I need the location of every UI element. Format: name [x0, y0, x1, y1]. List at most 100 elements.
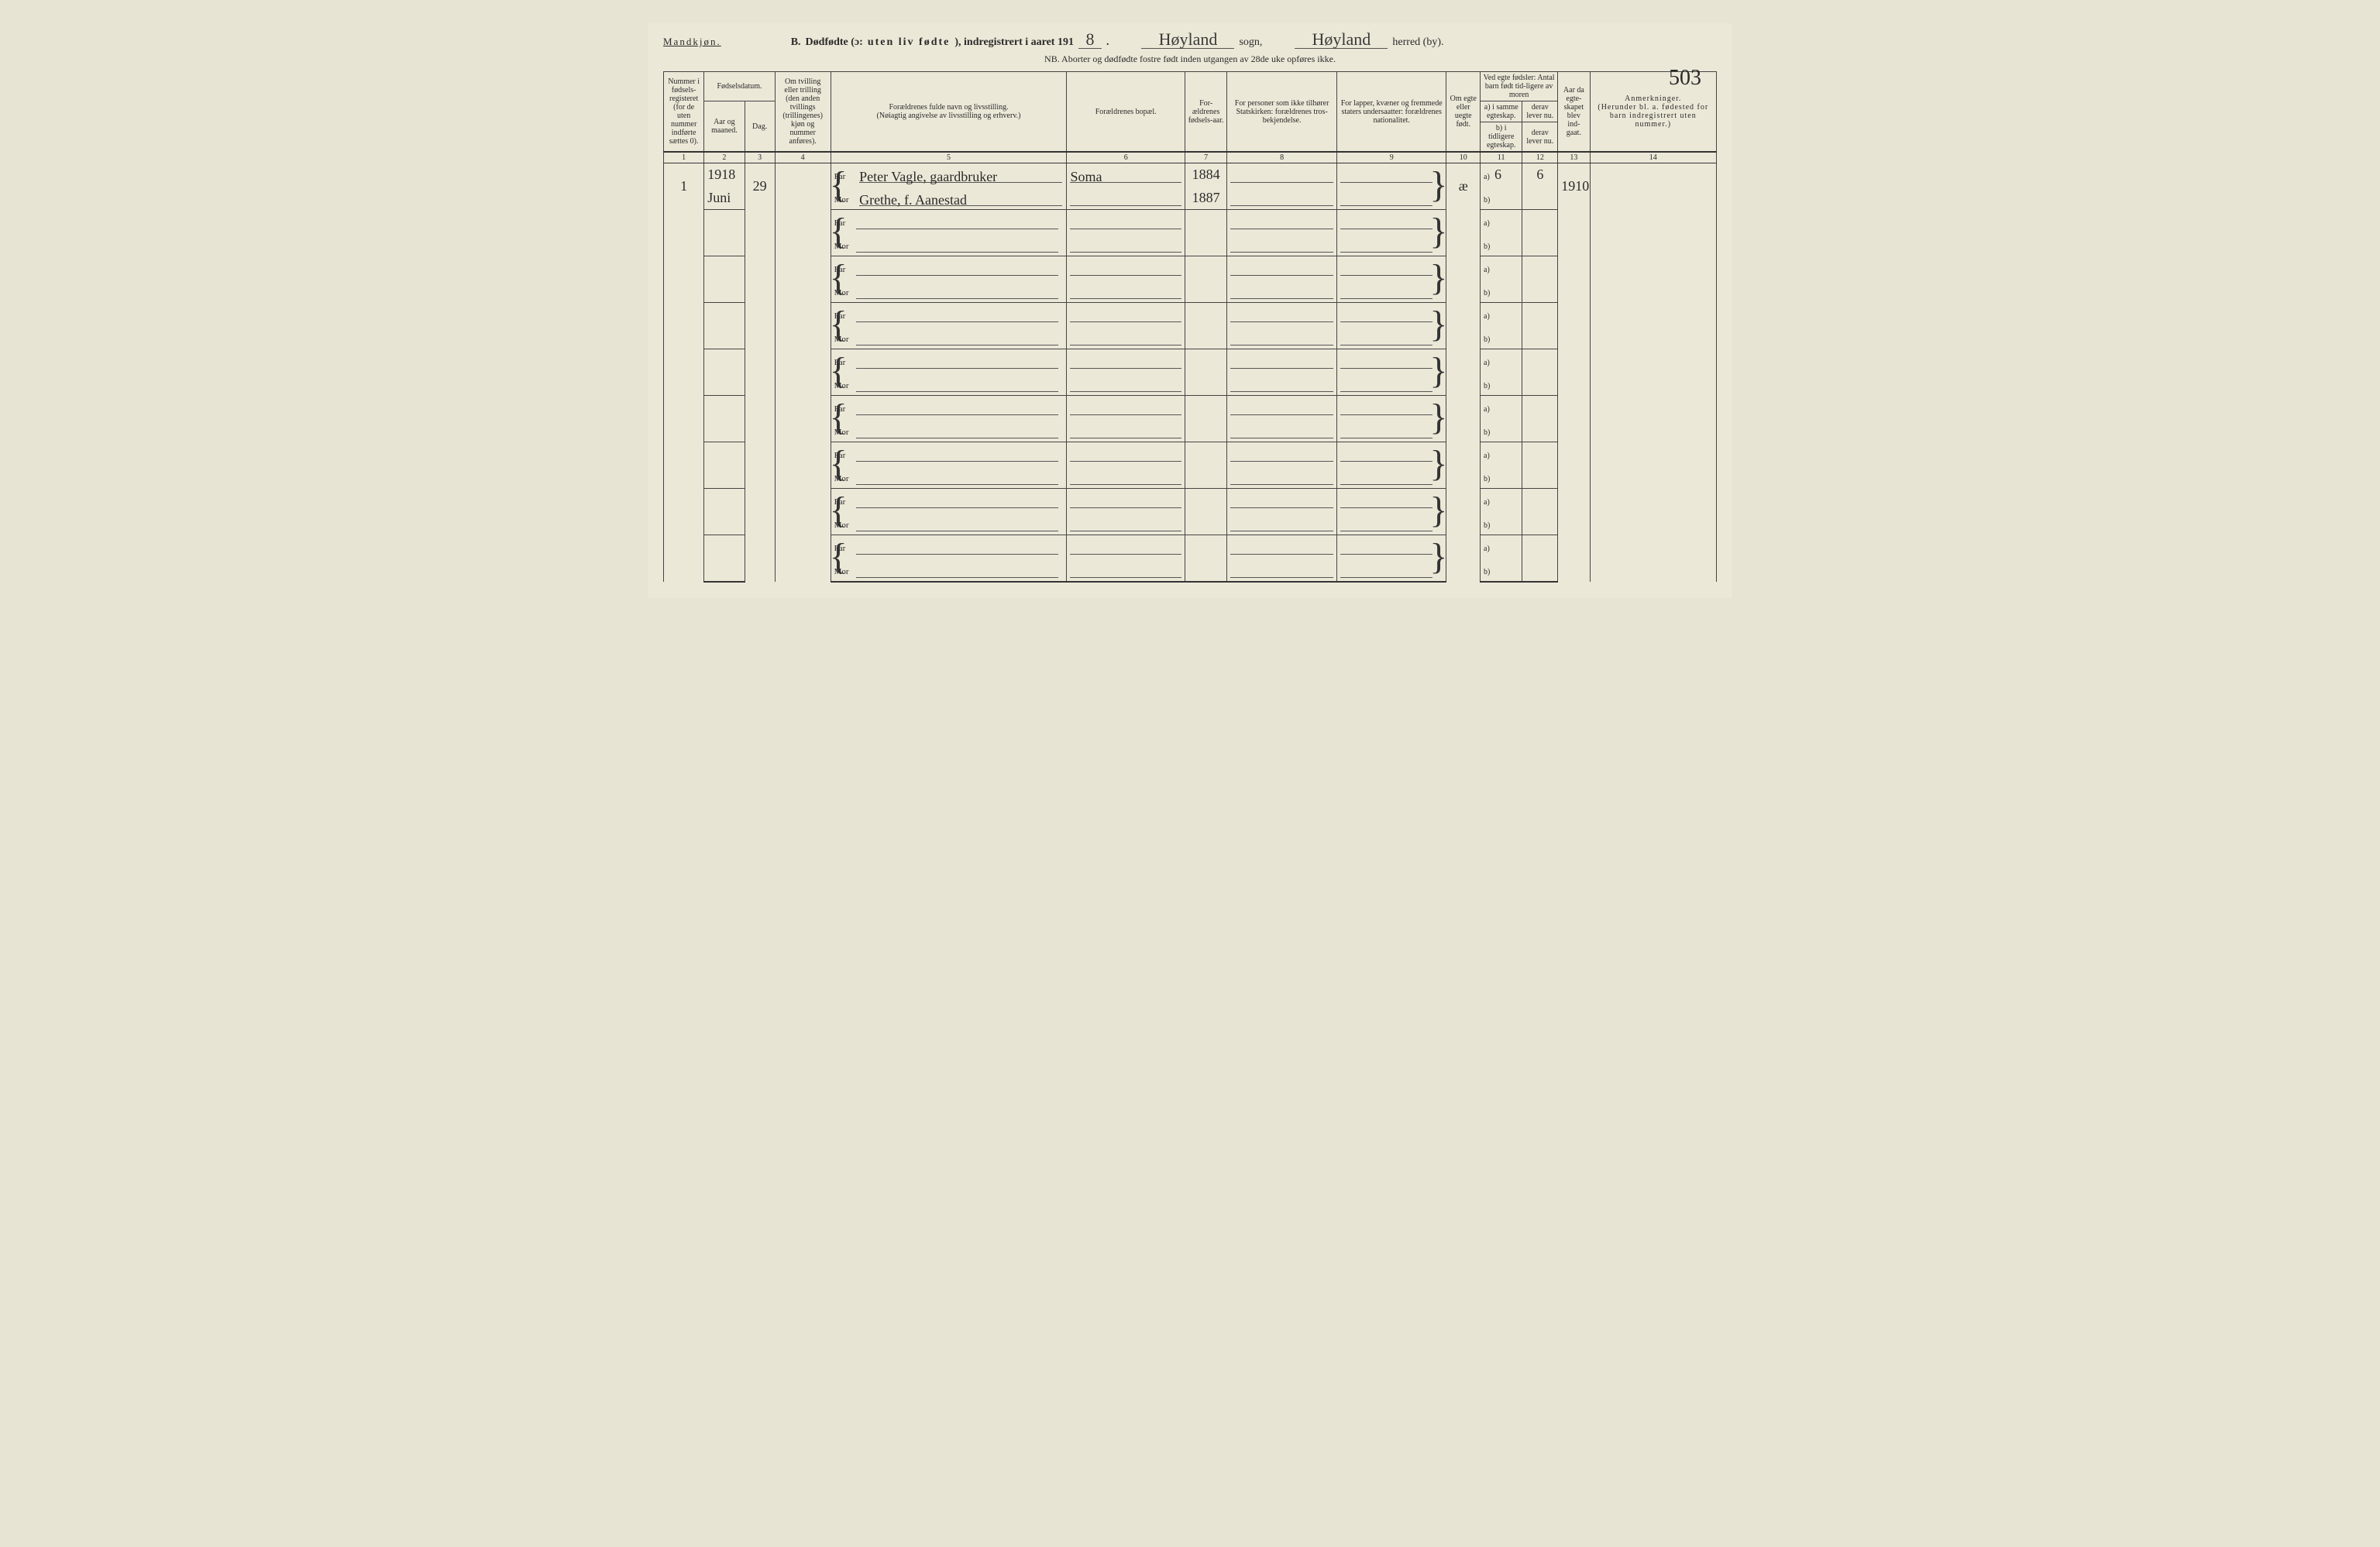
entry-bopael	[1067, 489, 1185, 512]
table-row: {Far}a)	[664, 303, 1717, 326]
table-row: {Far}a)	[664, 396, 1717, 419]
colnum-13: 13	[1558, 152, 1590, 163]
entry-nat-2	[1336, 326, 1446, 349]
entry-nat-2	[1336, 187, 1446, 210]
entry-tros	[1227, 210, 1337, 233]
page-number: 503	[1669, 66, 1701, 91]
entry-12b	[1522, 512, 1558, 535]
mor-birth-year	[1185, 559, 1226, 582]
entry-11a: a)	[1481, 349, 1522, 373]
entry-tros	[1227, 535, 1337, 559]
entry-14	[1590, 535, 1716, 582]
entry-nat-2	[1336, 233, 1446, 256]
col-2a-header: Aar og maaned.	[704, 101, 745, 153]
col-12b-header: derav lever nu.	[1522, 122, 1558, 153]
entry-mor: Mor	[831, 419, 1067, 442]
entry-14	[1590, 349, 1716, 396]
entry-month	[704, 373, 745, 396]
far-birth-year	[1185, 256, 1226, 280]
entry-11b: b)	[1481, 326, 1522, 349]
colnum-14: 14	[1590, 152, 1716, 163]
entry-twin	[775, 396, 831, 442]
mor-label: Mor	[834, 567, 856, 576]
entry-11a: a)	[1481, 442, 1522, 466]
entry-far: {Far	[831, 442, 1067, 466]
entry-11b: b)	[1481, 466, 1522, 489]
col-11b-header: b) i tidligere egteskap.	[1481, 122, 1522, 153]
entry-far: {Far	[831, 396, 1067, 419]
sogn-value: Høyland	[1141, 31, 1234, 49]
entry-11b: b)	[1481, 373, 1522, 396]
entry-bopael	[1067, 256, 1185, 280]
entry-14	[1590, 303, 1716, 349]
mor-label: Mor	[834, 242, 856, 251]
entry-twin	[775, 535, 831, 582]
entry-12a	[1522, 535, 1558, 559]
mor-birth-year	[1185, 419, 1226, 442]
col-2b-header: Dag.	[745, 101, 775, 153]
entry-month: Juni	[704, 187, 745, 210]
colnum-2: 2	[704, 152, 745, 163]
mor-name: Grethe, f. Aanestad	[859, 192, 1062, 206]
entry-day	[745, 489, 775, 535]
entry-tros-2	[1227, 280, 1337, 303]
entry-12b	[1522, 326, 1558, 349]
entry-year	[704, 396, 745, 419]
table-row: {Far}a)	[664, 349, 1717, 373]
entry-11a: a)6	[1481, 163, 1522, 187]
entry-11a: a)	[1481, 489, 1522, 512]
entry-13: 1910	[1558, 163, 1590, 210]
entry-11b: b)	[1481, 233, 1522, 256]
entry-bopael-2	[1067, 187, 1185, 210]
colnum-9: 9	[1336, 152, 1446, 163]
entry-tros	[1227, 256, 1337, 280]
entry-bopael-2	[1067, 233, 1185, 256]
title-spaced: uten liv fødte	[868, 36, 951, 49]
entry-12a	[1522, 489, 1558, 512]
entry-bopael	[1067, 442, 1185, 466]
entry-bopael	[1067, 349, 1185, 373]
entry-tros	[1227, 442, 1337, 466]
entry-12b	[1522, 373, 1558, 396]
entry-11b: b)	[1481, 187, 1522, 210]
entry-nat: }	[1336, 442, 1446, 466]
gender-label: Mandkjøn.	[663, 36, 721, 48]
colnum-8: 8	[1227, 152, 1337, 163]
entry-nat-2	[1336, 466, 1446, 489]
far-birth-year: 1884	[1185, 163, 1226, 187]
far-name: Peter Vagle, gaardbruker	[859, 169, 1062, 183]
entry-tros-2	[1227, 233, 1337, 256]
col-13-header: Aar da egte-skapet blev ind-gaat.	[1558, 72, 1590, 153]
header: Mandkjøn. B. Dødfødte (ɔ: uten liv fødte…	[663, 31, 1717, 49]
c11a-value: 6	[1494, 167, 1501, 182]
herred-label: herred (by).	[1392, 36, 1443, 49]
entry-egte	[1446, 256, 1481, 303]
year-digit: 8	[1078, 31, 1102, 49]
entry-egte	[1446, 535, 1481, 582]
col-9-header: For lapper, kvæner og fremmede staters u…	[1336, 72, 1446, 153]
entry-nat-2	[1336, 512, 1446, 535]
title-main: Dødfødte (ɔ:	[806, 36, 863, 49]
entry-tros-2	[1227, 326, 1337, 349]
entry-bopael-2	[1067, 559, 1185, 582]
entry-14	[1590, 256, 1716, 303]
entry-12b	[1522, 187, 1558, 210]
entry-twin	[775, 442, 831, 489]
mor-label: Mor	[834, 428, 856, 437]
entry-12a	[1522, 303, 1558, 326]
entry-11a: a)	[1481, 303, 1522, 326]
entry-nat: }	[1336, 349, 1446, 373]
title-period: .	[1106, 36, 1109, 49]
table-row: {Far}a)	[664, 489, 1717, 512]
colnum-3: 3	[745, 152, 775, 163]
entry-mor: Mor	[831, 326, 1067, 349]
entry-mor: Mor	[831, 512, 1067, 535]
col-8-header: For personer som ikke tilhører Statskirk…	[1227, 72, 1337, 153]
entry-nat: }	[1336, 535, 1446, 559]
mor-label: Mor	[834, 288, 856, 297]
col-7-header: For-ældrenes fødsels-aar.	[1185, 72, 1226, 153]
colnum-11: 11	[1481, 152, 1522, 163]
entry-11a: a)	[1481, 396, 1522, 419]
entry-tros-2	[1227, 559, 1337, 582]
entry-day	[745, 303, 775, 349]
